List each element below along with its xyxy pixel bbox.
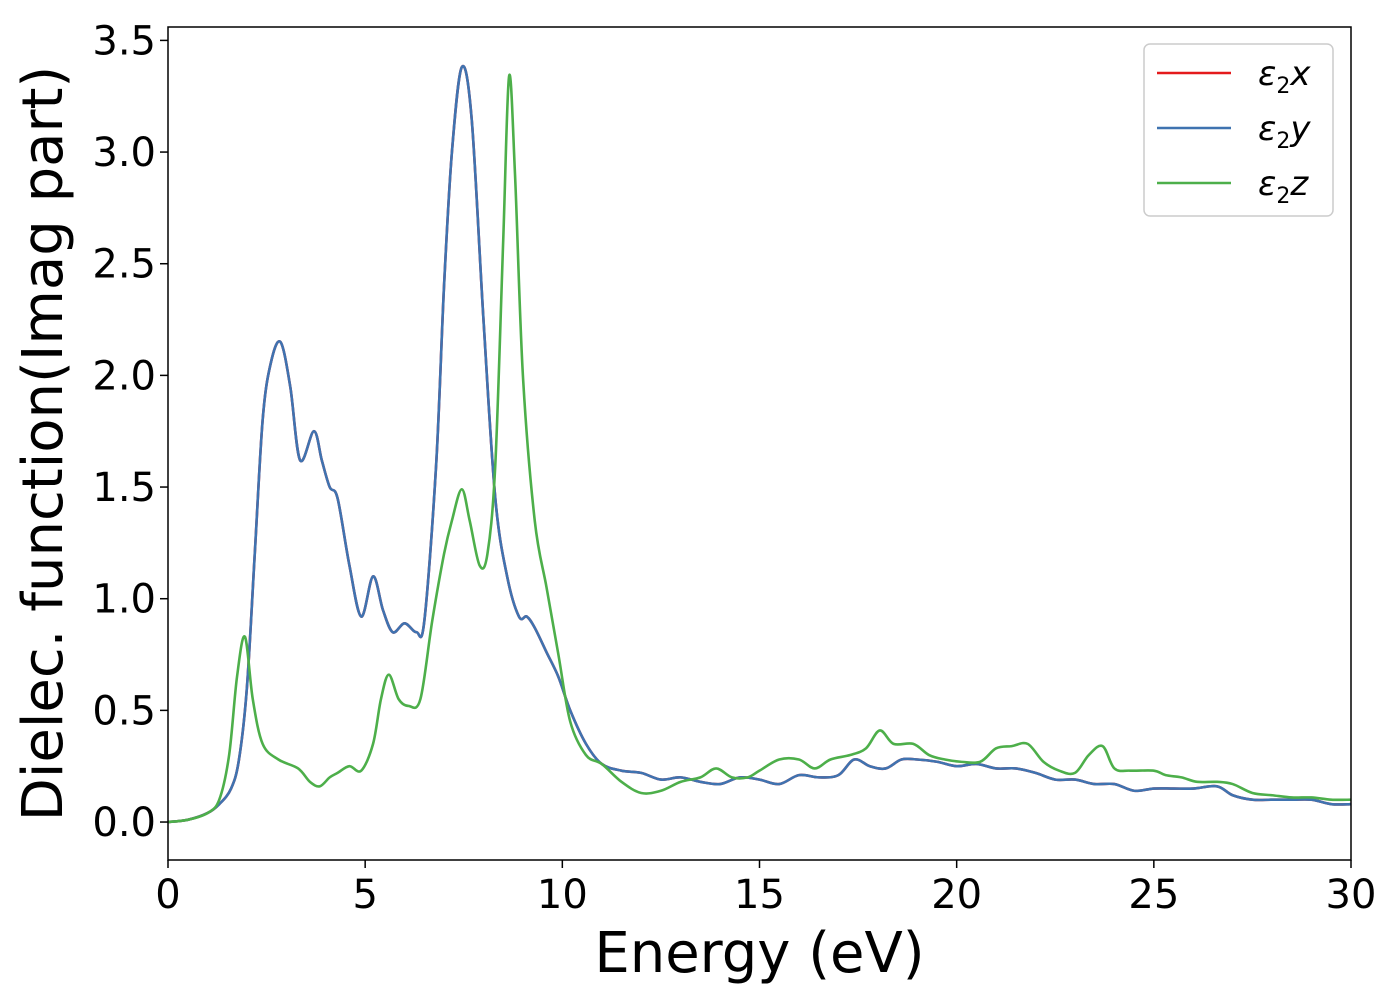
legend-item-x: ε2x <box>1157 54 1311 99</box>
y-tick-label: 0.5 <box>92 688 156 734</box>
x-tick-label: 10 <box>537 872 588 918</box>
legend-box <box>1143 43 1334 217</box>
x-tick-label: 15 <box>734 872 785 918</box>
x-tick-label: 0 <box>155 872 180 918</box>
legend-label: ε2x <box>1258 54 1311 99</box>
x-tick-label: 5 <box>352 872 377 918</box>
legend-item-y: ε2y <box>1157 109 1311 154</box>
y-axis-title: Dielec. function(Imag part) <box>11 66 76 822</box>
x-axis-title: Energy (eV) <box>594 921 924 986</box>
y-tick-label: 1.5 <box>92 465 156 511</box>
legend-label: ε2z <box>1258 164 1309 209</box>
y-tick-label: 0.0 <box>92 800 156 846</box>
series-layer <box>168 64 1351 824</box>
x-axis: 0 5 10 15 20 25 30 <box>155 860 1376 918</box>
x-tick-label: 30 <box>1326 872 1377 918</box>
y-tick-label: 2.5 <box>92 242 156 288</box>
y-tick-label: 3.5 <box>92 18 156 64</box>
x-tick-label: 20 <box>931 872 982 918</box>
y-tick-label: 1.0 <box>92 577 156 623</box>
legend: ε2x ε2y ε2z <box>1143 43 1334 217</box>
y-tick-label: 2.0 <box>92 353 156 399</box>
legend-label: ε2y <box>1258 109 1311 154</box>
series-line-z <box>168 73 1351 824</box>
y-axis: 0.0 0.5 1.0 1.5 2.0 2.5 3.0 3.5 <box>92 18 168 846</box>
y-tick-label: 3.0 <box>92 130 156 176</box>
legend-item-z: ε2z <box>1157 164 1309 209</box>
x-tick-label: 25 <box>1128 872 1179 918</box>
